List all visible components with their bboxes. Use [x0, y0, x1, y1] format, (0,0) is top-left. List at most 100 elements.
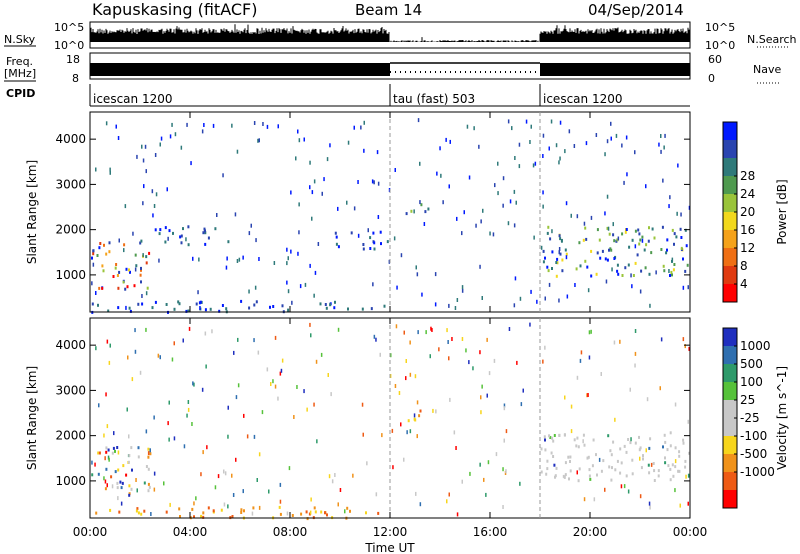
power-colorbar-cell	[723, 284, 737, 302]
velocity-echo-cell	[200, 514, 203, 518]
power-colorbar-cell	[723, 122, 737, 140]
power-scatter-echo	[253, 121, 256, 125]
velocity-scatter-echo	[246, 434, 249, 439]
power-echo-cell	[628, 245, 631, 249]
power-scatter-echo	[226, 256, 228, 261]
power-echo-cell	[666, 248, 668, 252]
velocity-echo-cell	[657, 469, 660, 473]
velocity-echo-cell	[631, 472, 634, 476]
velocity-scatter-echo	[334, 473, 336, 477]
velocity-scatter-echo	[416, 434, 418, 439]
power-scatter-echo	[377, 181, 380, 186]
velocity-scatter-echo	[211, 329, 213, 334]
power-echo-cell	[221, 304, 224, 307]
power-echo-cell	[547, 269, 550, 273]
velocity-scatter-echo	[266, 367, 269, 372]
power-echo-cell	[556, 257, 559, 261]
power-scatter-echo	[299, 284, 302, 289]
power-echo-cell	[544, 256, 546, 260]
velocity-echo-cell	[550, 451, 553, 455]
power-scatter-echo	[660, 134, 662, 138]
velocity-scatter-echo	[682, 337, 685, 342]
power-echo-cell	[129, 309, 132, 313]
cpid-label: CPID	[6, 87, 35, 100]
power-scatter-echo	[415, 265, 417, 270]
velocity-echo-cell	[558, 433, 561, 437]
power-echo-cell	[324, 303, 327, 306]
power-scatter-echo	[417, 118, 420, 123]
power-scatter-echo	[216, 213, 218, 217]
power-echo-cell	[269, 305, 271, 309]
power-scatter-echo	[448, 184, 450, 189]
velocity-scatter-echo	[337, 327, 340, 332]
velocity-colorbar-cell	[723, 490, 737, 508]
nave-label: Nave	[753, 63, 781, 76]
velocity-echo-cell	[667, 464, 670, 468]
velocity-echo-cell	[564, 461, 567, 465]
power-echo-cell	[362, 243, 365, 246]
power-echo-cell	[151, 306, 154, 310]
power-scatter-echo	[109, 167, 111, 172]
velocity-scatter-echo	[134, 328, 136, 333]
power-echo-cell	[559, 237, 562, 241]
power-scatter-echo	[626, 172, 628, 177]
velocity-scatter-echo	[186, 413, 188, 418]
velocity-scatter-echo	[145, 429, 148, 434]
power-scatter-echo	[309, 185, 311, 190]
velocity-scatter-echo	[204, 331, 207, 336]
power-scatter-echo	[372, 282, 374, 287]
power-echo-cell	[172, 231, 174, 235]
velocity-scatter-echo	[394, 384, 397, 388]
velocity-scatter-echo	[403, 457, 405, 462]
velocity-echo-cell	[544, 438, 546, 442]
velocity-colorbar-title: Velocity [m s^-1]	[775, 366, 789, 470]
power-scatter-echo	[564, 149, 566, 154]
velocity-scatter-echo	[105, 392, 107, 397]
velocity-scatter-echo	[337, 502, 339, 507]
power-scatter-echo	[136, 154, 138, 159]
power-echo-cell	[281, 304, 284, 308]
power-scatter-echo	[222, 173, 224, 178]
power-scatter-echo	[91, 281, 93, 286]
velocity-scatter-echo	[629, 387, 631, 392]
velocity-echo-cell	[112, 446, 115, 450]
power-scatter-echo	[363, 120, 365, 125]
power-scatter-echo	[502, 203, 504, 208]
power-scatter-echo	[519, 296, 522, 301]
velocity-echo-cell	[128, 454, 131, 457]
power-scatter-echo	[314, 270, 317, 275]
power-scatter-echo	[286, 280, 288, 285]
power-echo-cell	[187, 243, 190, 247]
velocity-scatter-echo	[243, 413, 245, 418]
power-scatter-echo	[605, 279, 608, 284]
time-axis-title: Time UT	[364, 541, 415, 554]
velocity-echo-cell	[546, 467, 549, 471]
power-echo-cell	[350, 231, 353, 235]
velocity-scatter-echo	[251, 511, 254, 516]
velocity-echo-cell	[589, 477, 592, 481]
power-echo-cell	[335, 235, 338, 239]
power-echo-cell	[585, 237, 588, 241]
power-scatter-echo	[145, 169, 147, 174]
power-scatter-echo	[682, 285, 685, 290]
power-echo-cell	[661, 225, 664, 229]
velocity-echo-cell	[145, 465, 148, 468]
freq-label-line2: [MHz]	[4, 67, 36, 80]
velocity-ytick-label: 4000	[55, 338, 86, 352]
velocity-echo-cell	[240, 508, 243, 512]
power-echo-cell	[225, 307, 228, 311]
power-scatter-echo	[533, 235, 535, 240]
power-echo-cell	[596, 228, 599, 232]
power-ytick-label: 3000	[55, 177, 86, 191]
power-echo-cell	[565, 252, 568, 256]
power-echo-cell	[639, 238, 642, 242]
velocity-echo-cell	[419, 409, 422, 413]
velocity-colorbar-cell	[723, 382, 737, 400]
velocity-colorbar-cell	[723, 346, 737, 364]
velocity-scatter-echo	[493, 358, 496, 363]
power-echo-cell	[204, 242, 207, 246]
power-scatter-echo	[357, 180, 359, 184]
velocity-echo-cell	[540, 470, 543, 474]
power-scatter-echo	[388, 259, 391, 264]
velocity-scatter-echo	[519, 481, 521, 486]
